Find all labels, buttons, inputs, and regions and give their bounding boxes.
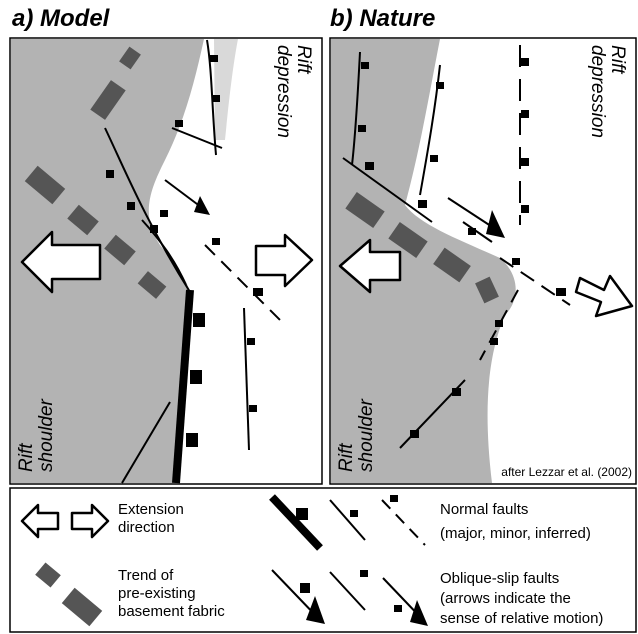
extension-arrow [338, 238, 402, 294]
basement-fabric [24, 46, 167, 299]
panel-a: Riftdepression Riftshoulder [9, 37, 323, 485]
extension-arrow [574, 274, 634, 318]
legend-normal-faults [269, 494, 426, 551]
legend-fabric [35, 562, 61, 588]
faults [104, 39, 286, 484]
legend-oblique-faults [271, 569, 428, 626]
region-label: Riftdepression [273, 45, 314, 138]
faults [342, 45, 571, 449]
basement-fabric [345, 192, 499, 304]
panel-title: b) Nature [330, 5, 435, 32]
legend-text: Normal faults (major, minor, inferred) [440, 501, 591, 542]
legend-text: Extension direction [118, 501, 184, 536]
extension-arrow [254, 233, 314, 288]
extension-arrow [20, 230, 102, 294]
shoulder-strip [214, 39, 238, 140]
legend-text: Trend of pre-existing basement fabric [118, 567, 225, 620]
region-label: Riftshoulder [336, 398, 377, 472]
panel-title: a) Model [12, 5, 111, 32]
region-label: Riftdepression [587, 45, 628, 138]
region-label: Riftshoulder [16, 398, 57, 472]
legend-arrow [20, 503, 60, 539]
legend-text: Oblique-slip faults (arrows indicate the s… [440, 570, 603, 627]
credit: after Lezzar et al. (2002) [501, 465, 632, 479]
legend: Extension direction Trend of pre-existing b… [9, 487, 637, 633]
panel-b: Riftdepression Riftshoulder after Lezzar… [329, 37, 637, 485]
legend-frame [9, 487, 637, 633]
shoulder-area [11, 39, 204, 483]
shoulder-area [331, 39, 516, 483]
legend-fabric [61, 587, 103, 627]
legend-arrow [70, 503, 110, 539]
